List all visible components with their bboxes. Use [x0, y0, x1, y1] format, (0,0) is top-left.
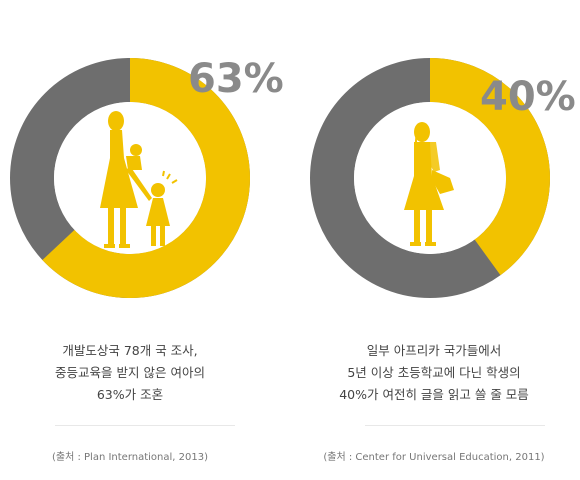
divider [365, 425, 545, 426]
infographic-panel-right: 40% 일부 아프리카 국가들에서 5년 이상 초등학교에 다닌 학생의 40%… [290, 0, 580, 480]
percent-label: 63% [188, 56, 284, 102]
donut-center [54, 102, 206, 254]
description: 일부 아프리카 국가들에서 5년 이상 초등학교에 다닌 학생의 40%가 여전… [304, 340, 564, 406]
donut-value-arc [310, 58, 550, 298]
description-line: 63%가 조혼 [96, 387, 164, 402]
description-line: 개발도상국 78개 국 조사, [62, 343, 198, 358]
donut-chart-left: 63% [10, 56, 284, 298]
infographic-panel-left: 63% 개발도상국 78개 국 조사, 중등교육을 받지 않은 여아의 63%가… [0, 56, 284, 463]
description: 개발도상국 78개 국 조사, 중등교육을 받지 않은 여아의 63%가 조혼 [0, 340, 260, 406]
description-line: 일부 아프리카 국가들에서 [366, 343, 502, 358]
description-line: 중등교육을 받지 않은 여아의 [55, 365, 205, 380]
description-line: 40%가 여전히 글을 읽고 쓸 줄 모름 [339, 387, 529, 402]
schoolgirl-with-book-icon [404, 122, 454, 246]
source-note: (출처 : Center for Universal Education, 20… [323, 452, 545, 463]
percent-label: 40% [480, 74, 576, 120]
description-line: 5년 이상 초등학교에 다닌 학생의 [347, 365, 521, 380]
divider [55, 425, 235, 426]
mother-with-children-icon [100, 111, 178, 248]
source-note: (출처 : Plan International, 2013) [51, 452, 208, 463]
donut-chart-right: 40% [310, 58, 576, 298]
donut-value-arc [10, 58, 250, 298]
